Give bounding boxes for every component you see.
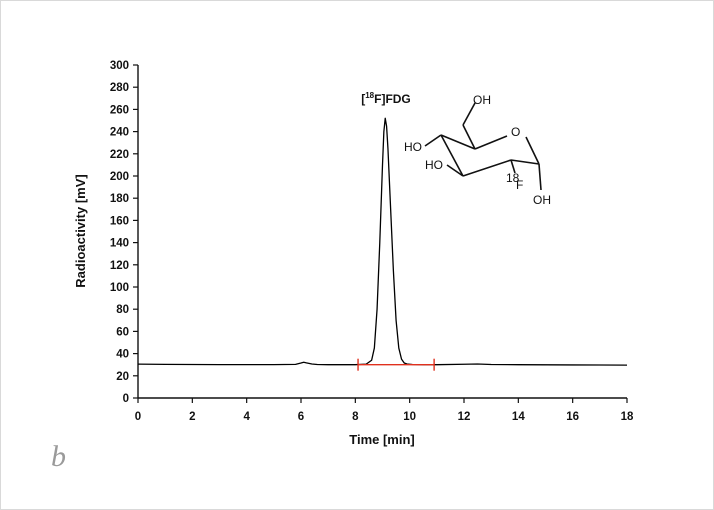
y-tick-label: 60 bbox=[116, 326, 129, 338]
structure-ring-oxygen: O bbox=[511, 125, 520, 139]
y-tick-label: 100 bbox=[110, 282, 129, 294]
peak-label: [18F]FDG bbox=[361, 91, 411, 106]
y-tick-label: 180 bbox=[110, 193, 129, 205]
structure-ho-upper: HO bbox=[404, 140, 422, 154]
bond-c6-o6 bbox=[462, 102, 476, 126]
y-tick-label: 280 bbox=[110, 82, 129, 94]
bond-c4-o4 bbox=[424, 134, 442, 147]
y-tick-label: 40 bbox=[116, 349, 129, 361]
x-tick-label: 10 bbox=[403, 411, 416, 423]
bond-c5-o5 bbox=[474, 135, 508, 150]
chromatogram-line bbox=[137, 117, 628, 366]
x-tick-label: 4 bbox=[243, 411, 250, 423]
bond-c1-o1 bbox=[538, 163, 542, 191]
y-axis-label: Radioactivity [mV] bbox=[73, 174, 88, 287]
y-tick-label: 140 bbox=[110, 238, 129, 250]
structure-ho-lower: HO bbox=[425, 158, 443, 172]
structure-oh-bottom: OH bbox=[533, 193, 551, 207]
bond-c2-f bbox=[510, 159, 516, 174]
x-tick-label: 12 bbox=[458, 411, 471, 423]
series-layer bbox=[137, 117, 628, 366]
axes: 0204060801001201401601802002202402602803… bbox=[110, 60, 634, 423]
bond-c4-c5 bbox=[440, 134, 476, 150]
x-tick-label: 8 bbox=[352, 411, 359, 423]
x-tick-label: 14 bbox=[512, 411, 525, 423]
bond-o5-c1 bbox=[525, 136, 540, 165]
x-axis-label: Time [min] bbox=[349, 432, 415, 447]
y-tick-label: 260 bbox=[110, 104, 129, 116]
bond-c5-c6 bbox=[462, 124, 476, 150]
y-tick-label: 0 bbox=[123, 393, 129, 405]
x-tick-label: 0 bbox=[135, 411, 141, 423]
x-ticks: 0 2 4 6 8 10 12 14 16 18 bbox=[135, 398, 634, 423]
integration-range bbox=[357, 358, 435, 371]
y-ticks: 0 20 40 60 80 100 120 140 160 180 200 220 240 260 280 3… bbox=[110, 60, 138, 405]
bond-c1-c2 bbox=[510, 159, 540, 165]
x-tick-label: 2 bbox=[189, 411, 195, 423]
peak-label-bracket: [ bbox=[361, 92, 365, 106]
y-tick-label: 80 bbox=[116, 304, 129, 316]
y-tick-label: 200 bbox=[110, 171, 129, 183]
structure-fluorine: F bbox=[516, 178, 523, 192]
y-tick-label: 220 bbox=[110, 149, 129, 161]
bond-c3-o3 bbox=[446, 164, 464, 177]
y-tick-label: 160 bbox=[110, 215, 129, 227]
bond-c3-c4 bbox=[440, 134, 464, 177]
x-tick-label: 6 bbox=[298, 411, 304, 423]
y-tick-label: 20 bbox=[116, 371, 129, 383]
peak-label-compound: FDG bbox=[385, 92, 410, 106]
structure-fluorine-mass: 18 bbox=[506, 171, 520, 185]
structure-oh-top: OH bbox=[473, 93, 491, 107]
y-tick-label: 120 bbox=[110, 260, 129, 272]
bond-c2-c3 bbox=[462, 159, 512, 177]
peak-label-mass: 18 bbox=[365, 91, 374, 100]
x-tick-label: 16 bbox=[566, 411, 579, 423]
panel-letter: b bbox=[51, 440, 66, 473]
y-tick-label: 300 bbox=[110, 60, 129, 72]
x-tick-label: 18 bbox=[621, 411, 634, 423]
y-tick-label: 240 bbox=[110, 127, 129, 139]
fdg-structure bbox=[424, 102, 542, 191]
peak-label-element: F] bbox=[374, 92, 385, 106]
